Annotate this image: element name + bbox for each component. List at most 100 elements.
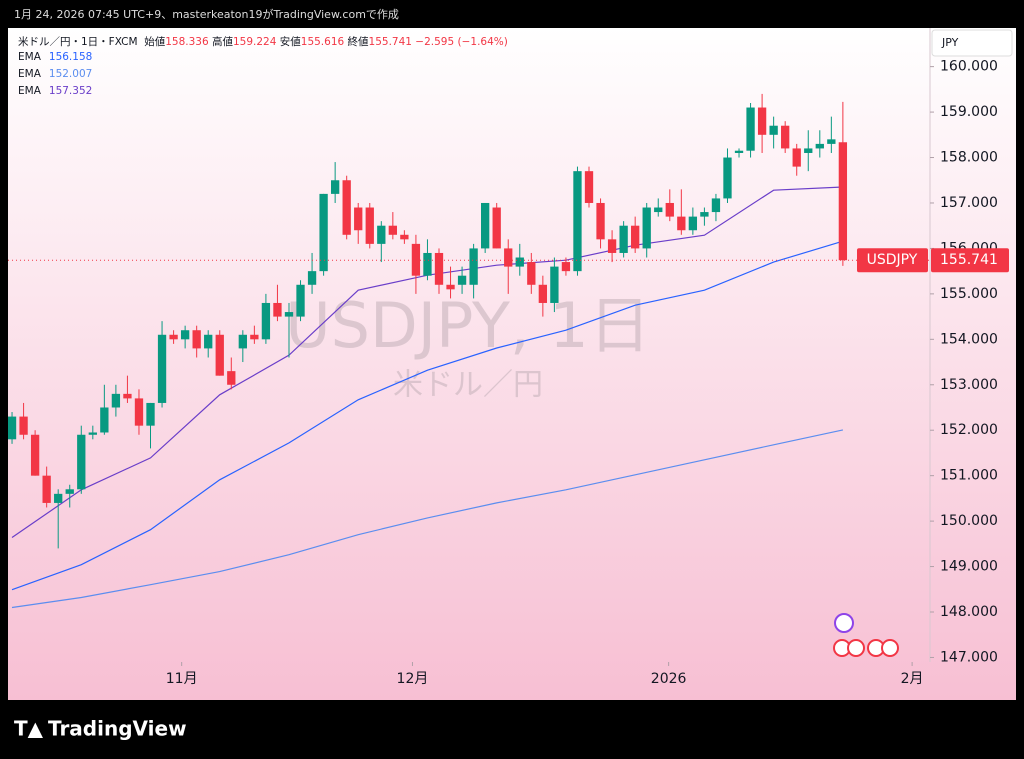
candle-body	[561, 262, 571, 272]
candle-body	[665, 202, 674, 217]
ohlc-value: 155.741	[368, 36, 412, 48]
candle-body	[169, 334, 178, 340]
candle-body	[54, 493, 63, 503]
ema-name: EMA	[18, 51, 41, 63]
y-tick-label: 157.000	[940, 195, 998, 211]
candle-body	[584, 171, 594, 203]
y-tick-label: 159.000	[940, 104, 998, 120]
ema-name: EMA	[18, 85, 41, 97]
change: −2.595 (−1.64%)	[415, 36, 508, 48]
candle-body	[654, 207, 663, 213]
y-tick-label: 155.000	[940, 286, 998, 302]
chart-panel	[8, 28, 1016, 700]
candle-body	[711, 198, 721, 213]
watermark: USDJPY, 1日	[285, 289, 651, 362]
candle-body	[77, 434, 86, 490]
symbol-tag	[857, 248, 928, 273]
ohlc-label: 高値	[212, 36, 233, 48]
event-icons	[833, 613, 899, 657]
candle-body	[342, 180, 351, 235]
y-tick-label: 153.000	[940, 377, 998, 393]
currency-box	[931, 29, 1013, 57]
candle-body	[538, 284, 548, 303]
candle-body	[631, 225, 640, 249]
ohlc-value: 159.224	[233, 36, 277, 48]
candle-body	[261, 302, 271, 340]
y-tick-label: 147.000	[940, 649, 998, 665]
candle-body	[365, 207, 374, 244]
candle-body	[100, 407, 109, 433]
candle-body	[8, 416, 17, 440]
candle-body	[19, 416, 28, 435]
ema-legend: EMA 156.158	[18, 51, 92, 63]
logo-mark: T▲	[14, 717, 44, 741]
candle-body	[319, 193, 328, 272]
candle-body	[515, 257, 524, 267]
x-tick-label: 11月	[166, 671, 198, 687]
candle-body	[469, 248, 478, 285]
candle-body	[123, 393, 132, 399]
candle-body	[30, 434, 40, 476]
y-tick-label: 150.000	[940, 513, 998, 529]
y-tick-label: 148.000	[940, 604, 998, 620]
ema-value: 152.007	[48, 68, 93, 80]
candle-body	[504, 248, 513, 267]
plot	[8, 93, 930, 609]
candle-body	[457, 275, 467, 285]
price-tag-label: 155.741	[940, 252, 998, 268]
candle-body	[596, 202, 605, 240]
candle-body	[434, 252, 444, 285]
candle-body	[88, 432, 97, 435]
candle-body	[273, 302, 282, 317]
y-tick-label: 158.000	[940, 150, 998, 166]
candle-body	[607, 239, 617, 253]
ema-value: 156.158	[48, 51, 93, 63]
y-tick-label: 149.000	[940, 559, 998, 575]
candle-body	[330, 180, 340, 194]
candle-body	[227, 371, 236, 385]
candle-body	[284, 312, 294, 317]
logo: TradingView	[48, 717, 187, 741]
candle-body	[838, 142, 848, 261]
candle-body	[550, 266, 559, 303]
candle-body	[688, 216, 698, 231]
candle-body	[804, 148, 813, 153]
x-tick-label: 12月	[397, 671, 429, 687]
ohlc-label: 終値	[347, 36, 369, 48]
candle-body	[411, 243, 421, 276]
candle-body	[296, 284, 305, 317]
candle-body	[146, 402, 155, 426]
ema-line	[11, 429, 844, 609]
watermark-sub: 米ドル／円	[393, 368, 543, 403]
candle-body	[446, 284, 455, 290]
price-tag	[931, 248, 1009, 273]
candle-body	[619, 225, 628, 253]
candle-body	[677, 216, 686, 231]
candle-body	[723, 157, 732, 199]
x-tick-label: 2月	[901, 671, 924, 687]
ema-legend: EMA 157.352	[18, 85, 92, 97]
ema-value: 157.352	[48, 85, 93, 97]
candle-body	[180, 330, 190, 340]
candle-body	[527, 262, 536, 285]
candle-body	[642, 207, 651, 249]
candle-body	[204, 334, 213, 349]
candle-body	[192, 330, 201, 349]
y-tick-label: 160.000	[940, 59, 998, 75]
candle-body	[354, 207, 363, 231]
candle-body	[423, 252, 432, 276]
candle-body	[111, 393, 121, 408]
x-tick-label: 2026	[651, 671, 687, 687]
candle-body	[573, 171, 582, 272]
currency: JPY	[941, 36, 959, 49]
candle-body	[757, 107, 767, 135]
symbol-tag-label: USDJPY	[867, 252, 918, 268]
ema-name: EMA	[18, 68, 41, 80]
footer-bar	[0, 700, 1024, 759]
y-tick-label: 154.000	[940, 331, 998, 347]
ema-line	[11, 240, 844, 591]
candle-body	[238, 334, 247, 349]
candle-body	[792, 148, 801, 167]
